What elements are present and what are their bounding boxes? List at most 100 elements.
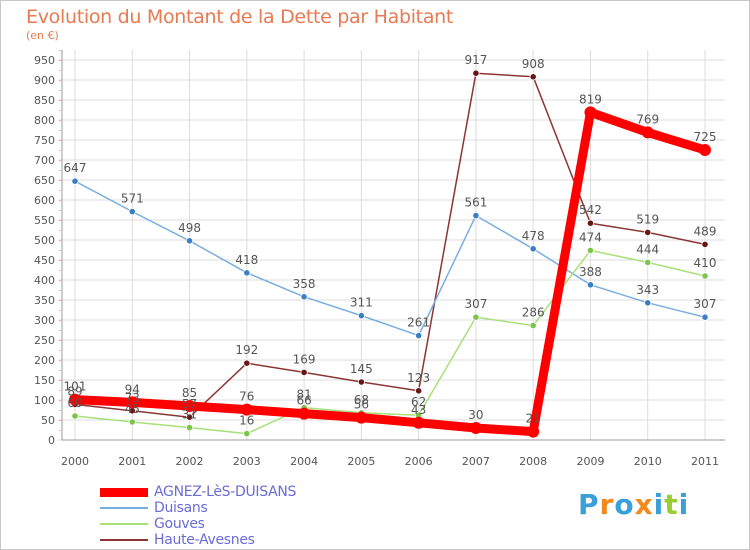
data-point [355,411,368,424]
data-label: 286 [522,306,545,320]
data-label: 498 [178,221,201,235]
legend-label-haute-avesnes: Haute-Avesnes [154,532,255,548]
logo-letter: r [599,488,615,521]
data-point [298,407,311,420]
data-label: 908 [522,57,545,71]
data-label: 31 [182,408,197,422]
legend-label-duisans: Duisans [154,500,208,516]
data-label: 57 [182,397,197,411]
y-tick-label: 450 [34,254,55,267]
data-label: 307 [464,297,487,311]
data-label: 410 [694,256,717,270]
data-label: 81 [296,388,311,402]
y-tick-label: 350 [34,294,55,307]
legend-swatch-haute-avesnes [100,539,148,541]
x-tick-label: 2008 [519,455,547,468]
data-label: 66 [296,394,311,408]
data-point [472,212,480,220]
series-line [70,107,710,437]
data-label: 101 [64,380,87,394]
data-label: 311 [350,296,373,310]
y-tick-label: 300 [34,314,55,327]
x-tick-label: 2009 [576,455,604,468]
data-point [71,412,79,420]
y-tick-label: 0 [48,434,55,447]
data-point [357,311,365,320]
data-point [586,281,595,289]
data-label: 43 [411,403,426,417]
data-point [699,144,711,156]
data-label: 145 [350,362,373,376]
data-label: 343 [636,283,659,297]
data-point [644,258,652,266]
data-label: 123 [407,371,430,385]
data-point [529,245,537,253]
x-tick-label: 2004 [290,455,318,468]
x-tick-label: 2011 [691,455,719,468]
chart-axes: 0 50 100 150 200 250 300 350 400 450 500 550 600 650 7… [34,50,725,468]
legend-swatch-gouves [100,523,148,525]
data-point [243,359,251,367]
y-tick-label: 600 [34,194,55,207]
x-tick-label: 2001 [118,455,146,468]
data-point [243,269,251,277]
data-point [472,313,480,321]
data-label: 169 [293,352,316,366]
data-label: 62 [411,395,426,409]
data-label: 388 [579,265,602,279]
data-point [240,403,253,416]
data-label: 56 [354,398,369,412]
data-point [641,126,654,139]
data-label: 21 [526,412,541,426]
data-point [126,396,139,409]
data-point [415,331,423,340]
data-point [586,246,595,254]
data-label: 418 [235,253,258,267]
y-tick-label: 800 [34,114,55,127]
series-line [74,249,706,435]
data-point [469,422,482,434]
y-tick-label: 550 [34,214,55,227]
logo-letter: t [664,488,679,521]
logo-letter: i [678,488,690,521]
data-point [644,299,652,307]
x-tick-label: 2005 [347,455,375,468]
data-label: 85 [182,386,197,400]
chart-subtitle: (en €) [26,29,59,42]
data-label: 725 [694,130,717,144]
data-point [300,293,308,301]
data-point [586,219,595,227]
data-label: 489 [694,224,717,238]
x-tick-label: 2010 [634,455,662,468]
data-label: 307 [694,297,717,311]
y-tick-label: 950 [34,54,55,67]
data-point [128,208,136,216]
data-label: 561 [464,196,487,210]
logo-letter: P [578,488,600,521]
data-label: 60 [67,396,82,410]
data-label: 192 [235,343,258,357]
x-tick-label: 2002 [176,455,204,468]
data-label: 542 [579,203,602,217]
legend-label-gouves: Gouves [154,516,205,532]
y-tick-label: 250 [34,334,55,347]
data-point [584,106,597,119]
data-label: 89 [67,384,82,398]
data-labels: 101 94 85 76 66 56 43 30 21 819 769 725 647 571 498 418… [64,53,717,427]
data-point [183,400,196,412]
y-tick-label: 650 [34,174,55,187]
data-point [185,237,194,245]
y-tick-label: 500 [34,234,55,247]
data-label: 478 [522,229,545,243]
logo-letter: x [634,488,654,521]
data-label: 647 [64,161,87,175]
data-label: 917 [464,53,487,67]
legend-swatch-agnez [100,488,148,497]
data-label: 519 [636,212,659,226]
y-tick-label: 150 [34,374,55,387]
y-tick-label: 700 [34,154,55,167]
x-tick-label: 2003 [233,455,261,468]
y-tick-label: 50 [41,414,55,427]
